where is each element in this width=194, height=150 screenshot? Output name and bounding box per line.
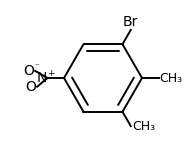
- Text: CH₃: CH₃: [160, 72, 183, 84]
- Text: N: N: [36, 71, 47, 85]
- Text: ⁻: ⁻: [35, 62, 40, 71]
- Text: Br: Br: [123, 15, 139, 29]
- Text: O: O: [26, 80, 36, 94]
- Text: CH₃: CH₃: [132, 120, 155, 133]
- Text: O: O: [23, 64, 34, 78]
- Text: +: +: [47, 69, 55, 78]
